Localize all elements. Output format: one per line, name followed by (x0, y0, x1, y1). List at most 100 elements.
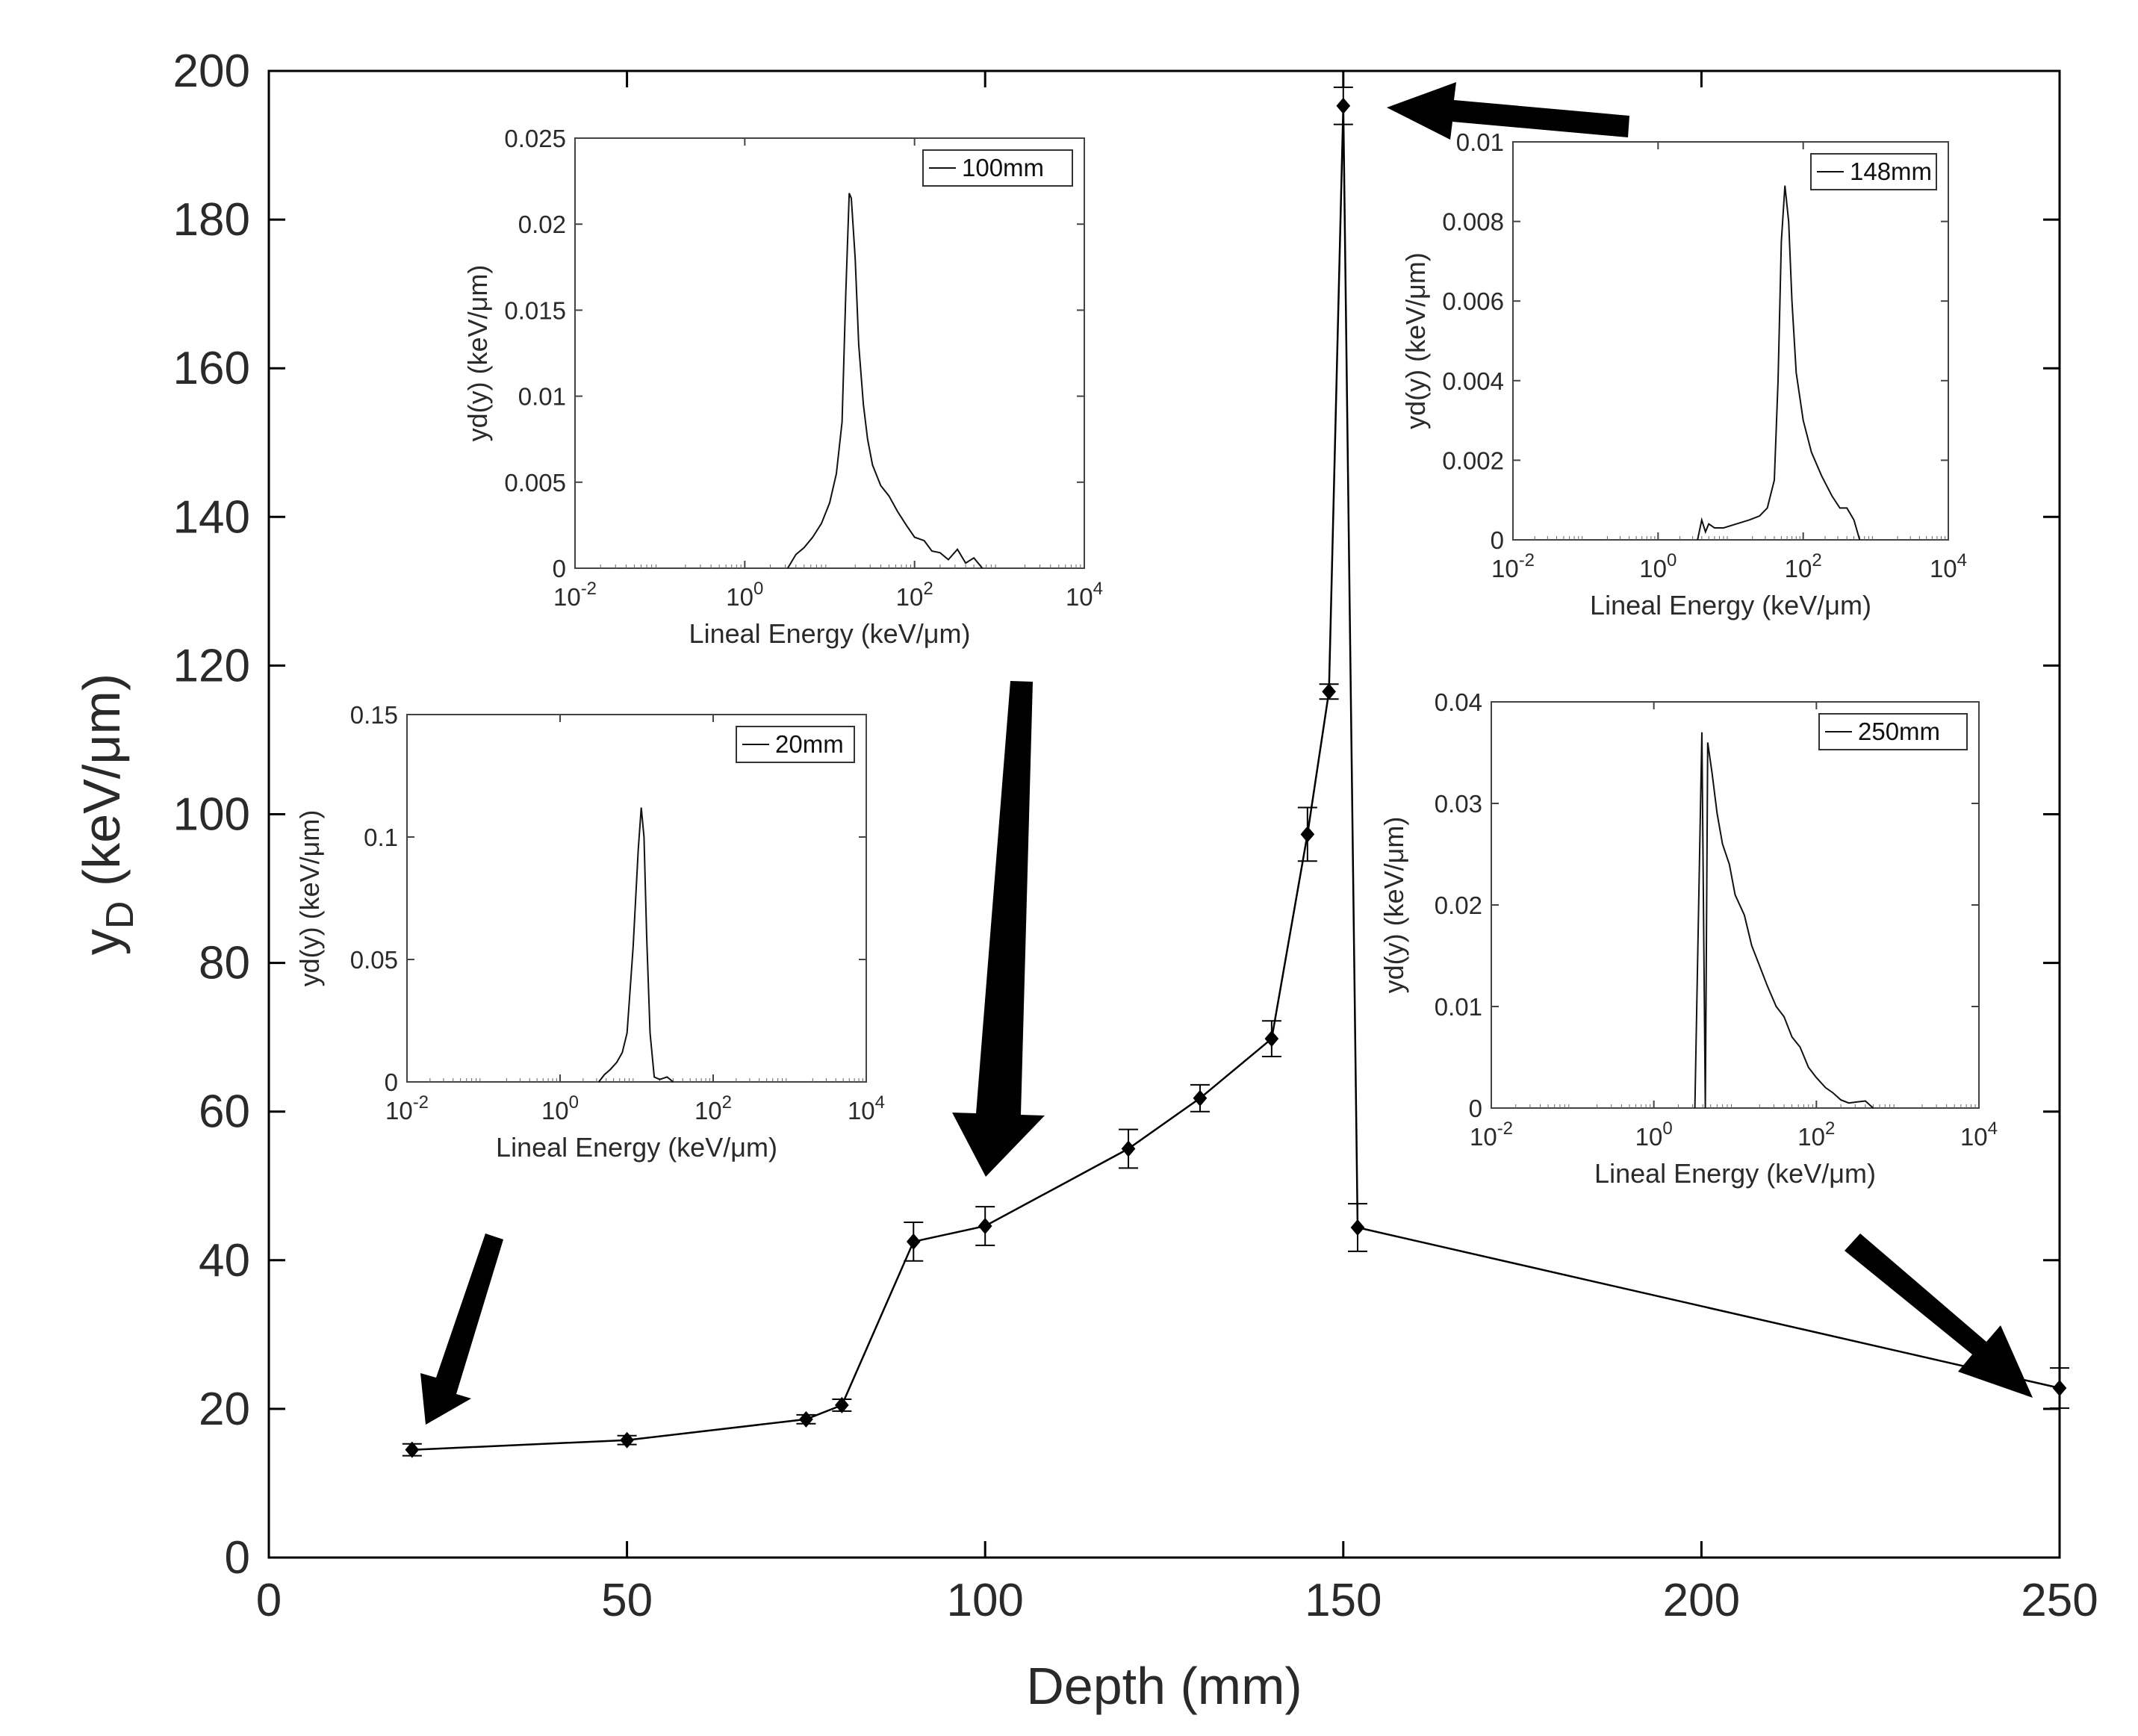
inset-x-tick-base: 10 (896, 583, 924, 611)
main-x-axis-label: Depth (mm) (1026, 1657, 1302, 1715)
inset-x-tick-exponent: -2 (413, 1092, 429, 1113)
arrow-to-20mm (420, 1233, 503, 1425)
inset-y-tick-label: 0.025 (504, 125, 566, 152)
inset-x-tick-label: 10-2 (553, 579, 597, 611)
data-point-marker (1336, 97, 1351, 114)
inset-y-tick-label: 0.01 (1456, 128, 1504, 156)
inset-x-tick-label: 100 (1639, 550, 1676, 582)
inset-x-tick-base: 10 (1066, 583, 1093, 611)
inset-x-tick-base: 10 (1785, 555, 1812, 582)
x-tick-label: 100 (946, 1575, 1023, 1626)
y-tick-label: 180 (173, 194, 250, 246)
x-tick-label: 50 (601, 1575, 653, 1626)
inset-x-tick-base: 10 (1635, 1123, 1663, 1151)
y-tick-label: 60 (199, 1086, 250, 1138)
x-tick-label: 250 (2021, 1575, 2098, 1626)
inset-x-tick-label: 100 (541, 1092, 579, 1124)
inset-x-tick-exponent: -2 (1497, 1119, 1513, 1139)
inset-x-tick-exponent: 4 (1988, 1119, 1998, 1139)
data-point-marker (906, 1233, 921, 1250)
inset-x-tick-exponent: 0 (1667, 550, 1676, 570)
inset-y-tick-label: 0.006 (1442, 287, 1504, 315)
inset-legend-label: 148mm (1850, 158, 1932, 185)
inset-y-tick-label: 0.008 (1442, 208, 1504, 236)
inset-y-tick-label: 0.1 (364, 824, 398, 851)
data-point-marker (978, 1218, 992, 1235)
inset-y-axis-label: yd(y) (keV/μm) (294, 810, 325, 987)
y-tick-label: 140 (173, 491, 250, 543)
x-tick-label: 200 (1663, 1575, 1740, 1626)
inset-x-tick-exponent: 0 (1662, 1119, 1672, 1139)
inset-legend-box (1810, 153, 1937, 190)
data-point-marker (1300, 826, 1315, 843)
inset-y-tick-label: 0.015 (504, 296, 566, 324)
main-series-line (411, 105, 2060, 1451)
inset-x-tick-exponent: 2 (722, 1092, 732, 1113)
inset-x-tick-exponent: 2 (1812, 550, 1821, 570)
inset-legend-label: 20mm (775, 730, 844, 758)
inset-series-line (598, 807, 674, 1083)
inset-plot-frame (1512, 141, 1949, 541)
inset-x-tick-label: 102 (694, 1092, 732, 1124)
inset-x-tick-exponent: 0 (569, 1092, 579, 1113)
inset-x-tick-base: 10 (553, 583, 581, 611)
inset-y-tick-label: 0.02 (1435, 892, 1482, 919)
inset-x-tick-label: 10-2 (385, 1092, 429, 1124)
inset-x-tick-base: 10 (726, 583, 753, 611)
inset-x-tick-label: 100 (1635, 1119, 1673, 1151)
inset-x-tick-label: 102 (1797, 1119, 1835, 1151)
arrow-to-100mm (952, 681, 1045, 1177)
x-tick-label: 150 (1305, 1575, 1382, 1626)
inset-x-tick-base: 10 (694, 1097, 722, 1124)
inset-x-tick-base: 10 (1960, 1123, 1988, 1151)
inset-x-tick-label: 100 (726, 579, 763, 611)
inset-y-tick-label: 0.01 (1435, 993, 1482, 1021)
inset-plot-frame (574, 137, 1085, 569)
inset-x-tick-exponent: 4 (875, 1092, 885, 1113)
data-point-marker (1121, 1140, 1136, 1157)
inset-series-line (1694, 732, 1874, 1109)
inset-x-tick-label: 102 (896, 579, 933, 611)
inset-series-line (1697, 185, 1861, 541)
y-tick-label: 160 (173, 343, 250, 394)
y-tick-label: 120 (173, 640, 250, 691)
inset-x-tick-base: 10 (541, 1097, 569, 1124)
arrow-to-150mm (1387, 82, 1629, 140)
inset-x-tick-base: 10 (1797, 1123, 1825, 1151)
inset-x-tick-base: 10 (1470, 1123, 1497, 1151)
data-point-marker (1264, 1030, 1279, 1048)
inset-x-tick-exponent: 0 (753, 579, 763, 599)
inset-x-axis-label: Lineal Energy (keV/μm) (689, 618, 971, 649)
arrow-to-250mm (1845, 1233, 2033, 1398)
inset-y-tick-label: 0 (1491, 526, 1504, 554)
data-point-marker (1193, 1089, 1208, 1107)
data-point-marker (1350, 1219, 1365, 1236)
inset-x-tick-label: 104 (1960, 1119, 1998, 1151)
annotation-arrows (420, 82, 2033, 1425)
main-y-axis-label: yD (keV/μm) (72, 673, 142, 955)
legend-100mm: 100mm (922, 149, 1073, 187)
inset-y-tick-label: 0.15 (350, 701, 398, 729)
inset-y-axis-label: yd(y) (keV/μm) (1379, 817, 1409, 994)
y-tick-label: 200 (173, 46, 250, 97)
inset-y-axis-label: yd(y) (keV/μm) (462, 265, 493, 442)
inset-y-tick-label: 0.004 (1442, 367, 1504, 395)
y-tick-label: 40 (199, 1235, 250, 1287)
inset-y-tick-label: 0 (1469, 1095, 1482, 1122)
inset-y-tick-label: 0.01 (518, 383, 566, 411)
inset-y-tick-label: 0.04 (1435, 688, 1482, 716)
data-point-marker (620, 1431, 634, 1449)
legend-148mm: 148mm (1810, 153, 1937, 190)
x-tick-label: 0 (256, 1575, 282, 1626)
data-point-marker (835, 1396, 849, 1413)
data-point-marker (2052, 1380, 2067, 1397)
inset-x-tick-exponent: 2 (923, 579, 933, 599)
inset-legend-label: 250mm (1858, 718, 1940, 745)
inset-x-tick-label: 104 (848, 1092, 885, 1124)
inset-x-axis-label: Lineal Energy (keV/μm) (496, 1132, 777, 1163)
inset-x-axis-label: Lineal Energy (keV/μm) (1594, 1158, 1876, 1189)
